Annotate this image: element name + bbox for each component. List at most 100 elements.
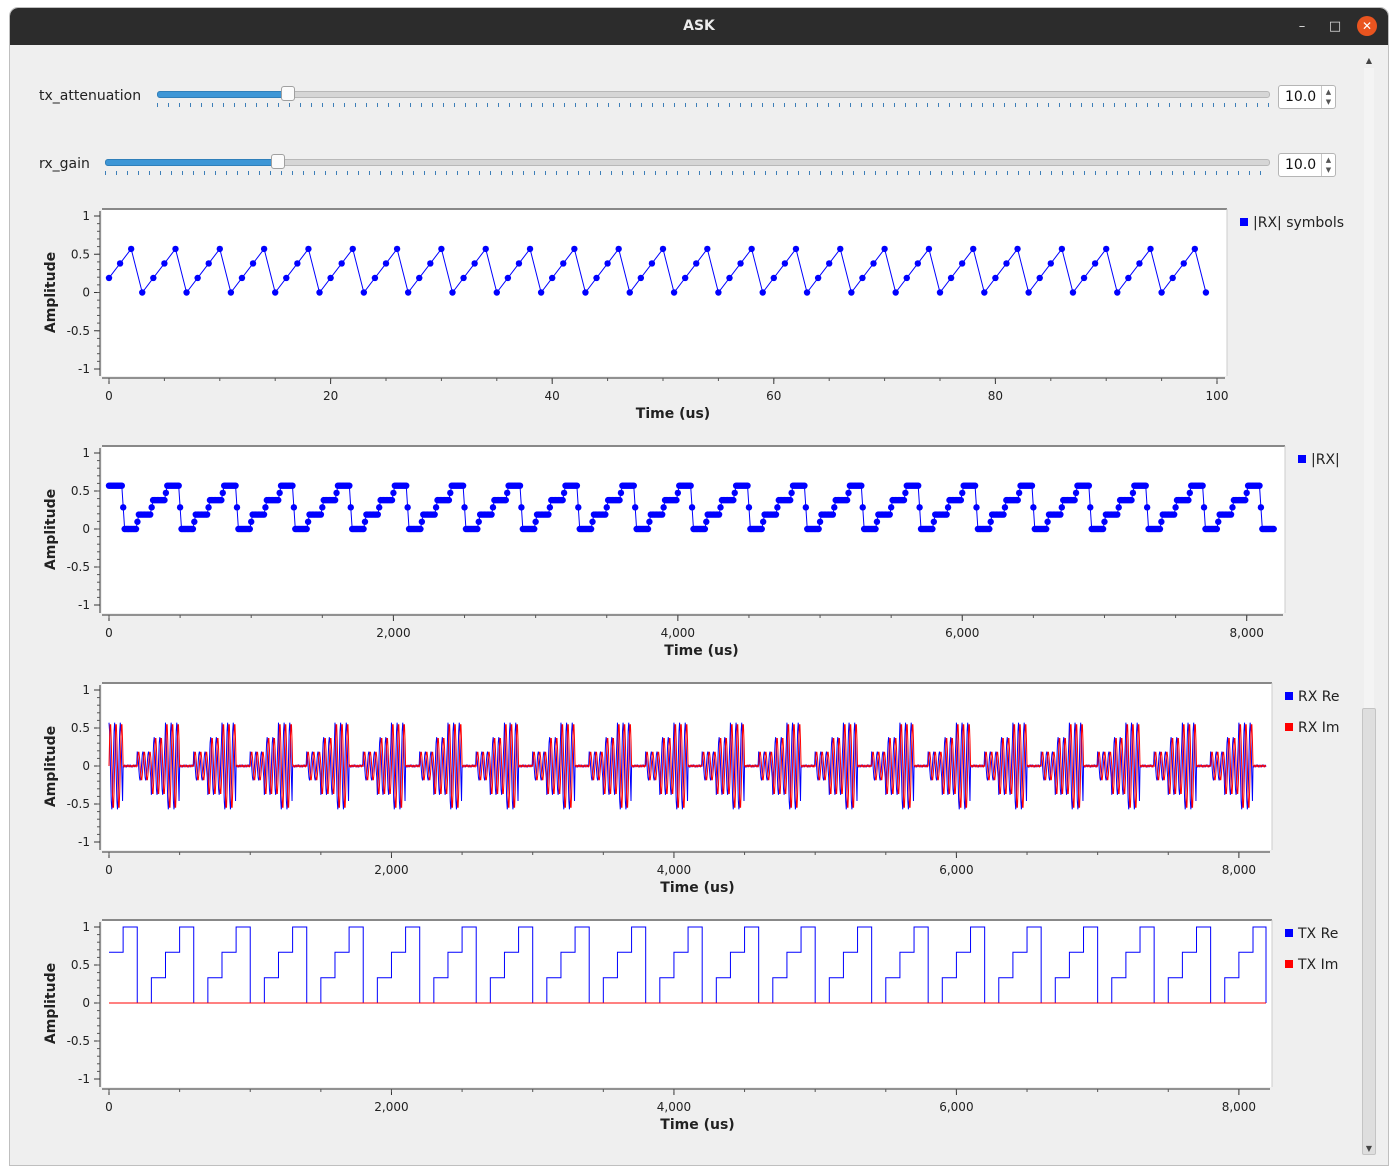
y-tick-label: 0: [82, 996, 90, 1010]
data-point: [1129, 489, 1137, 497]
y-tick-label: -1: [78, 362, 90, 376]
y-tick-label: -0.5: [67, 1034, 90, 1048]
data-point: [674, 489, 682, 497]
data-point: [246, 525, 253, 533]
data-point: [914, 482, 922, 489]
data-point: [593, 274, 600, 282]
data-point: [1091, 260, 1099, 267]
slider-handle[interactable]: [271, 154, 285, 169]
data-point: [987, 518, 994, 525]
data-point: [1101, 518, 1108, 525]
scroll-track[interactable]: [1364, 68, 1374, 1146]
data-point: [1136, 260, 1143, 267]
tx-attenuation-slider[interactable]: [157, 81, 1270, 111]
close-icon[interactable]: ✕: [1357, 16, 1377, 36]
data-point: [886, 511, 893, 518]
spin-down-icon[interactable]: ▼: [1325, 166, 1332, 174]
data-point: [1143, 504, 1151, 511]
x-tick-label: 0: [105, 1100, 113, 1114]
scroll-thumb[interactable]: [1362, 708, 1376, 1155]
data-point: [376, 504, 383, 511]
x-axis-label: Time (us): [636, 406, 710, 422]
spin-down-icon[interactable]: ▼: [1325, 98, 1332, 106]
data-point: [929, 525, 936, 533]
data-point: [772, 511, 780, 518]
plot-data: [109, 926, 1267, 1004]
data-point: [1028, 482, 1036, 489]
data-point: [858, 482, 865, 489]
data-point: [631, 504, 639, 511]
data-point: [317, 511, 325, 518]
slider-handle[interactable]: [281, 86, 295, 101]
data-point: [290, 504, 298, 511]
spinbox-value[interactable]: 10.0: [1285, 157, 1317, 173]
x-tick-label: 6,000: [939, 1100, 973, 1114]
vertical-scrollbar[interactable]: ▲ ▼: [1362, 56, 1376, 1156]
data-point: [191, 518, 198, 525]
x-tick-label: 100: [1206, 389, 1229, 403]
data-point: [1071, 496, 1078, 504]
data-point: [1087, 504, 1094, 511]
data-point: [537, 289, 545, 296]
maximize-icon[interactable]: □: [1328, 19, 1342, 34]
legend-swatch: [1285, 960, 1293, 968]
rx-gain-spinbox[interactable]: 10.0 ▲ ▼: [1278, 153, 1336, 177]
tx-attenuation-spinbox[interactable]: 10.0 ▲ ▼: [1278, 85, 1336, 109]
title-bar[interactable]: ASK – □ ✕: [10, 8, 1388, 45]
data-point: [303, 525, 310, 533]
x-tick-label: 4,000: [657, 863, 691, 877]
scroll-up-icon[interactable]: ▲: [1365, 56, 1373, 65]
spin-up-icon[interactable]: ▲: [1325, 156, 1332, 164]
data-point: [1115, 504, 1122, 511]
data-point: [233, 504, 241, 511]
data-point: [294, 260, 301, 267]
data-point: [802, 504, 810, 511]
data-point: [1036, 274, 1043, 282]
y-axis-label: Amplitude: [43, 252, 59, 333]
data-point: [944, 504, 952, 511]
minimize-icon[interactable]: –: [1298, 19, 1306, 34]
data-point: [262, 504, 269, 511]
x-tick-label: 2,000: [374, 1100, 408, 1114]
y-tick-label: -0.5: [67, 324, 90, 338]
data-point: [587, 525, 595, 533]
spin-up-icon[interactable]: ▲: [1325, 88, 1332, 96]
data-point: [1000, 511, 1007, 518]
data-point: [648, 260, 656, 267]
x-tick-label: 4,000: [657, 1100, 691, 1114]
data-point: [493, 289, 500, 296]
data-point: [848, 289, 855, 296]
data-point: [361, 518, 369, 525]
data-point: [120, 504, 127, 511]
data-point: [781, 260, 789, 267]
data-point: [482, 245, 489, 253]
x-tick-label: 60: [766, 389, 781, 403]
spinbox-value[interactable]: 10.0: [1285, 89, 1317, 105]
data-point: [176, 504, 184, 511]
data-point: [172, 245, 179, 253]
plot-data: [105, 245, 1210, 296]
data-point: [957, 496, 965, 504]
data-point: [1072, 489, 1080, 497]
scroll-down-icon[interactable]: ▼: [1365, 1144, 1373, 1153]
data-point: [660, 504, 667, 511]
data-point: [1103, 245, 1110, 253]
data-point: [459, 482, 467, 489]
plot-2: 1 0.5 0 -0.5 -1 Amplitude 0 2,000 4,000 6,000 8,00…: [43, 445, 1340, 659]
data-point: [488, 511, 495, 518]
data-point: [688, 504, 696, 511]
data-point: [829, 511, 837, 518]
data-point: [147, 511, 154, 518]
data-point: [1243, 489, 1250, 497]
data-point: [1030, 504, 1037, 511]
data-point: [431, 511, 438, 518]
data-point: [489, 504, 497, 511]
data-point: [971, 482, 979, 489]
data-point: [393, 245, 401, 253]
data-point: [872, 525, 879, 533]
y-tick-label: 0.5: [71, 484, 90, 498]
rx-gain-slider[interactable]: [105, 149, 1270, 179]
data-point: [758, 525, 765, 533]
data-point: [1169, 274, 1176, 282]
data-point: [331, 496, 339, 504]
